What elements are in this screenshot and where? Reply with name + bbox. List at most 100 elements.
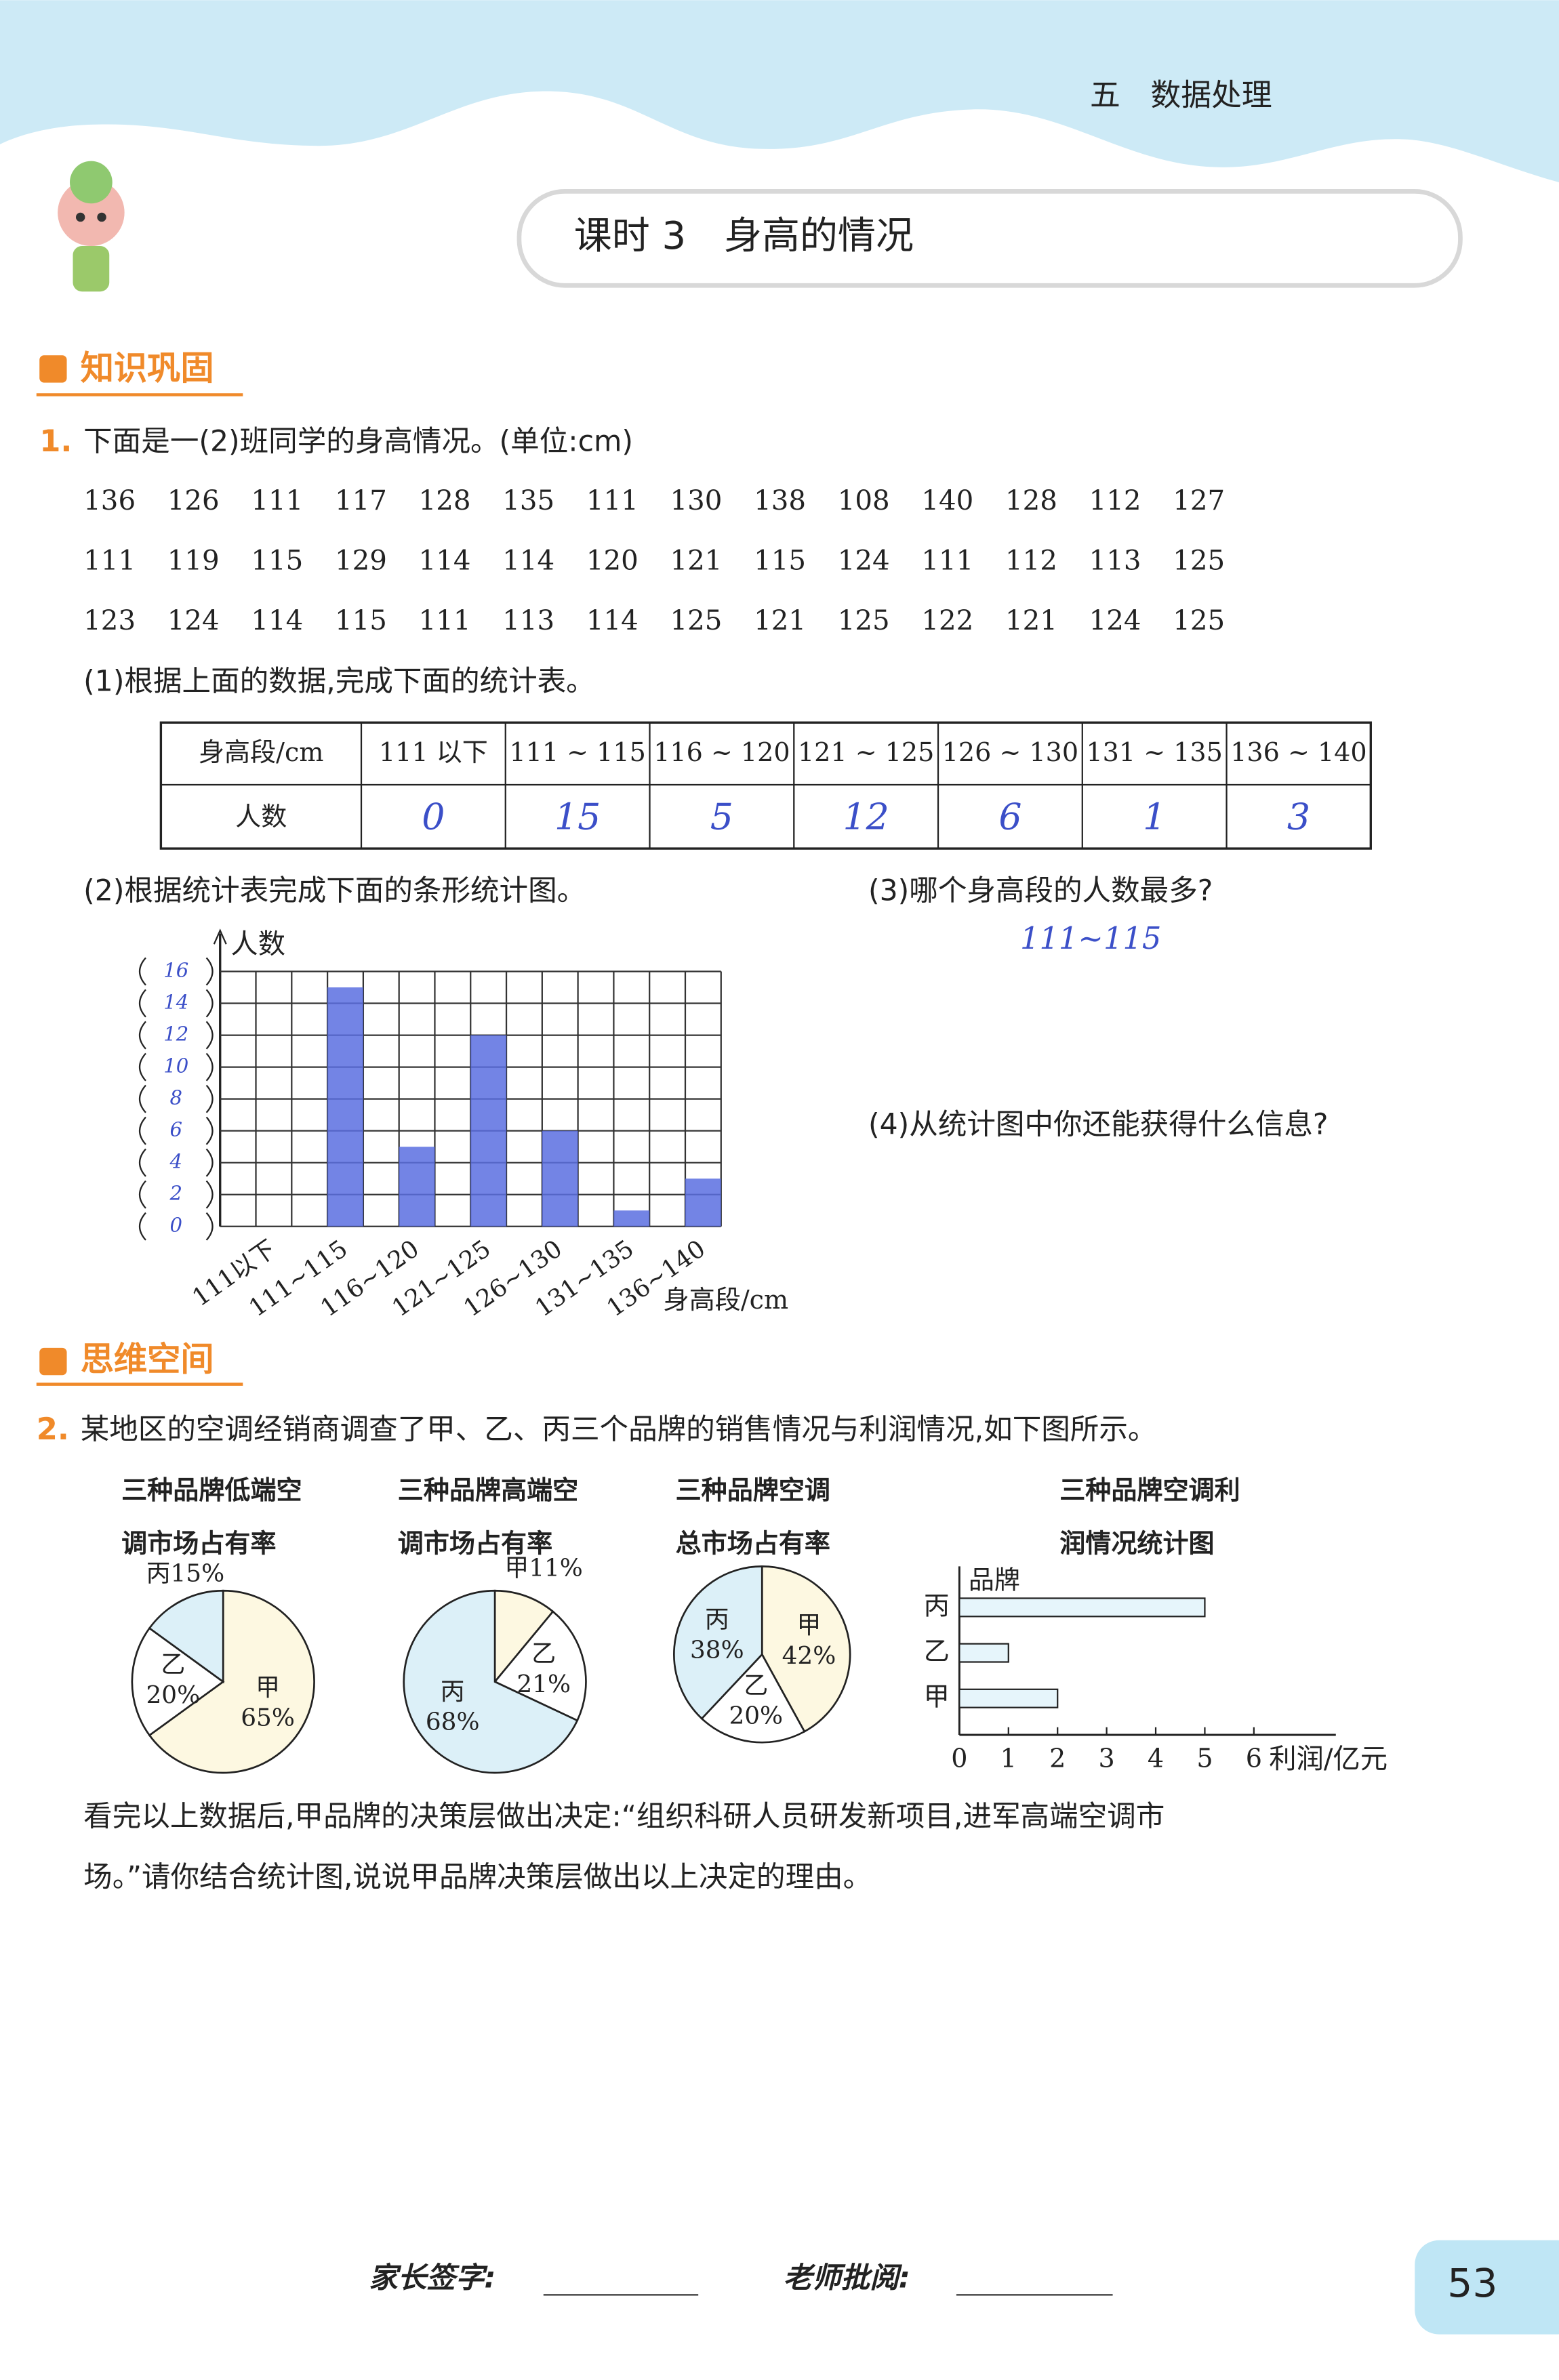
- y-tick-label: 甲: [924, 1682, 950, 1712]
- slice-label: 42%: [782, 1642, 836, 1670]
- section-label: 知识巩固: [81, 348, 214, 388]
- pie-title: 三种品牌高端空: [398, 1475, 578, 1505]
- pie-slice: [700, 1653, 806, 1744]
- height-value: 128: [1005, 485, 1057, 516]
- height-value: 108: [838, 485, 890, 516]
- height-value: 135: [502, 485, 554, 516]
- height-value: 121: [1005, 604, 1057, 636]
- height-value: 114: [419, 544, 471, 576]
- table-header: 身高段/cm: [199, 737, 323, 767]
- sub-question: (2)根据统计表完成下面的条形统计图。: [83, 875, 586, 908]
- pie-title: 三种品牌空调: [676, 1475, 830, 1505]
- mascot: [58, 161, 125, 292]
- pie-slice: [493, 1589, 554, 1685]
- question-text: 某地区的空调经销商调查了甲、乙、丙三个品牌的销售情况与利润情况,如下图所示。: [81, 1414, 1157, 1447]
- pie-title: 调市场占有率: [121, 1529, 276, 1559]
- height-value: 126: [167, 485, 220, 516]
- tick-paren: [138, 1116, 214, 1145]
- slice-label: 20%: [729, 1702, 783, 1730]
- page-number-box: [1415, 2240, 1559, 2335]
- height-value: 111: [419, 604, 471, 636]
- height-value: 124: [838, 544, 890, 576]
- y-axis-arrow: [213, 928, 227, 945]
- bar-title: 润情况统计图: [1059, 1529, 1214, 1559]
- teacher-review: 老师批阅:: [784, 2261, 910, 2295]
- height-value: 120: [586, 544, 639, 576]
- height-value: 128: [419, 485, 471, 516]
- height-value: 111: [921, 544, 973, 576]
- tick-paren: [138, 1212, 214, 1241]
- y-tick-label: 乙: [924, 1637, 950, 1666]
- lesson-banner: [517, 189, 1463, 288]
- parent-signature: 家长签字:: [369, 2261, 495, 2295]
- section-icon: [39, 355, 67, 383]
- handwritten-tick: 6: [170, 1118, 183, 1141]
- height-value: 138: [754, 485, 806, 516]
- tick-paren: [138, 1052, 214, 1082]
- x-tick-label: 6: [1246, 1744, 1262, 1773]
- table-header: 136 ~ 140: [1230, 737, 1366, 767]
- slice-label: 21%: [517, 1670, 571, 1698]
- table-header: 126 ~ 130: [942, 737, 1078, 767]
- table-header: 111 ~ 115: [509, 737, 645, 767]
- height-value: 112: [1005, 544, 1057, 576]
- height-value: 111: [83, 544, 136, 576]
- handwritten-count: 5: [710, 796, 733, 838]
- slice-name: 丙: [441, 1678, 465, 1706]
- height-value: 124: [1089, 604, 1141, 636]
- x-tick-label: 5: [1196, 1744, 1213, 1773]
- height-value: 124: [167, 604, 220, 636]
- height-value: 130: [670, 485, 723, 516]
- height-value: 115: [754, 544, 806, 576]
- header-dash: [0, 102, 1559, 197]
- height-value: 123: [83, 604, 136, 636]
- tick-paren: [138, 1148, 214, 1177]
- pie-slice: [493, 1610, 587, 1722]
- bar: [327, 987, 363, 1227]
- height-value: 122: [921, 604, 973, 636]
- tick-paren: [138, 957, 214, 986]
- tick-paren: [138, 1021, 214, 1050]
- handwritten-tick: 4: [169, 1150, 183, 1173]
- bar: [958, 1643, 1009, 1663]
- handwritten-tick: 0: [170, 1214, 183, 1237]
- lesson-title: 课时 3 身高的情况: [574, 214, 914, 258]
- height-value: 136: [83, 485, 136, 516]
- height-value: 129: [335, 544, 387, 576]
- height-value: 115: [335, 604, 387, 636]
- question-number: 1.: [39, 423, 72, 459]
- height-value: 115: [251, 544, 303, 576]
- section-label: 思维空间: [81, 1340, 214, 1379]
- sub-question: (4)从统计图中你还能获得什么信息?: [868, 1108, 1329, 1141]
- bar: [399, 1147, 435, 1227]
- x-axis-label: 利润/亿元: [1269, 1743, 1388, 1775]
- height-value: 117: [335, 485, 387, 516]
- height-value: 125: [1173, 604, 1225, 636]
- bar: [958, 1688, 1059, 1708]
- table-header: 131 ~ 135: [1086, 737, 1222, 767]
- slice-label: 11%: [529, 1554, 583, 1582]
- slice-label: 65%: [241, 1704, 295, 1732]
- height-value: 125: [838, 604, 890, 636]
- x-tick-label: 4: [1148, 1744, 1164, 1773]
- height-value: 121: [670, 544, 723, 576]
- handwritten-count: 1: [1143, 796, 1166, 838]
- height-value: 114: [586, 604, 639, 636]
- handwritten-answer: 111~115: [1020, 920, 1161, 956]
- height-value: 113: [1089, 544, 1141, 576]
- height-value: 125: [1173, 544, 1225, 576]
- height-value: 119: [167, 544, 220, 576]
- paragraph-line: 场。”请你结合统计图,说说甲品牌决策层做出以上决定的理由。: [83, 1861, 872, 1894]
- height-value: 114: [502, 544, 554, 576]
- unit-title: 五 数据处理: [1090, 77, 1272, 113]
- slice-label: 38%: [690, 1636, 744, 1664]
- handwritten-tick: 16: [163, 959, 188, 982]
- bar: [958, 1597, 1206, 1618]
- bar: [470, 1035, 507, 1227]
- slice-label: 68%: [426, 1708, 480, 1736]
- height-value: 121: [754, 604, 806, 636]
- x-tick-label: 1: [1000, 1744, 1017, 1773]
- handwritten-tick: 14: [163, 991, 188, 1014]
- handwritten-count: 15: [554, 796, 601, 838]
